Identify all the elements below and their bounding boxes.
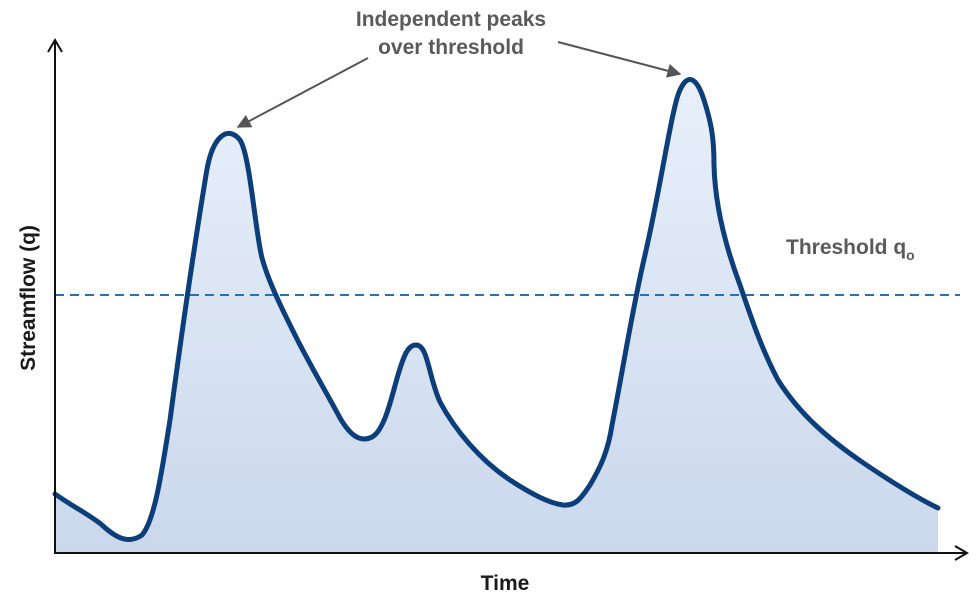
hydrograph-line <box>52 77 941 542</box>
annotation-arrow-left <box>236 57 369 128</box>
axes <box>47 38 969 561</box>
threshold-label: Threshold qo <box>786 236 915 263</box>
y-axis-label: Streamflow (q) <box>17 225 40 371</box>
y-axis-arrowhead <box>47 38 63 53</box>
annotation-line-2: over threshold <box>378 36 524 59</box>
annotation-line-1: Independent peaks <box>356 8 546 31</box>
x-axis-label: Time <box>481 572 530 595</box>
threshold-label-subscript: o <box>906 247 915 263</box>
threshold-label-text: Threshold q <box>786 236 906 259</box>
hydrograph-area <box>55 79 938 552</box>
x-axis-arrowhead <box>954 545 969 561</box>
annotation-arrow-right <box>557 41 682 78</box>
